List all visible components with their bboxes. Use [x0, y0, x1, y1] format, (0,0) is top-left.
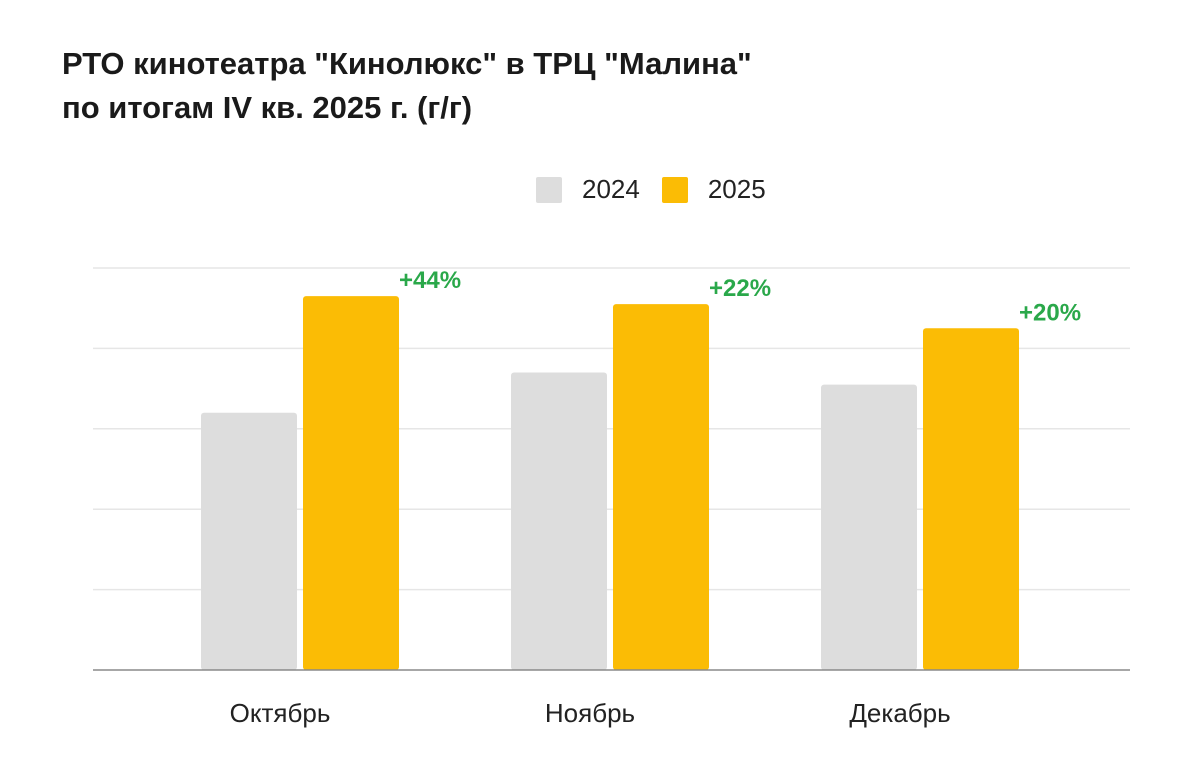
growth-label: +20%: [1019, 299, 1081, 326]
chart-title-line-2: по итогам IV кв. 2025 г. (г/г): [62, 90, 473, 125]
legend-item-2025: 2025: [661, 174, 766, 205]
chart-title: РТО кинотеатра "Кинолюкс" в ТРЦ "Малина"…: [62, 42, 752, 130]
x-tick-label: Декабрь: [849, 698, 950, 728]
legend-item-2024: 2024: [536, 174, 640, 205]
legend-swatch-2024: [536, 176, 562, 203]
chart-title-line-1: РТО кинотеатра "Кинолюкс" в ТРЦ "Малина": [62, 46, 752, 81]
bar-2024-1: [201, 412, 297, 670]
x-tick-label: Ноябрь: [545, 698, 635, 728]
x-tick-label: Октябрь: [230, 698, 331, 728]
legend-label-2024: 2024: [582, 174, 640, 204]
growth-label: +22%: [709, 275, 771, 302]
bar-2025-2: [613, 304, 709, 670]
legend: 2024 2025: [536, 174, 788, 205]
legend-label-2025: 2025: [707, 174, 766, 204]
bar-2024-3: [821, 384, 917, 670]
legend-swatch-2025: [661, 176, 688, 203]
bar-2024-2: [511, 372, 607, 670]
bar-2025-1: [303, 296, 399, 670]
growth-label: +44%: [399, 267, 461, 294]
bar-2025-3: [923, 328, 1019, 670]
